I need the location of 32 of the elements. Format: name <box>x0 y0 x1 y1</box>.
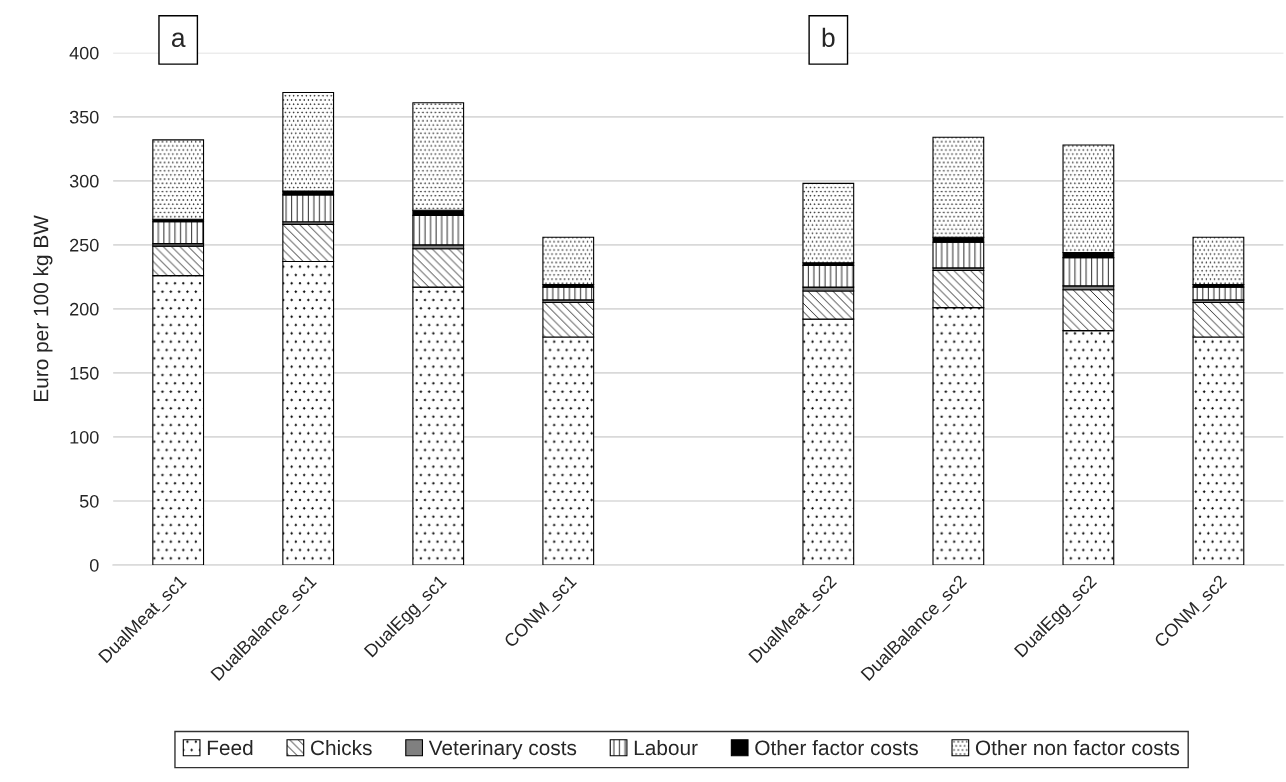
y-tick-label: 250 <box>70 238 99 252</box>
y-tick-label: 150 <box>70 366 99 380</box>
bar <box>282 194 335 223</box>
bar <box>802 182 855 264</box>
bar <box>1062 144 1115 254</box>
text: a <box>171 32 186 48</box>
bar <box>1192 286 1245 301</box>
y-axis-title: Euro per 100 kg BW <box>33 215 53 401</box>
bar <box>282 91 335 192</box>
y-tick-label: 0 <box>89 558 99 572</box>
y-tick-label: 350 <box>69 110 99 124</box>
bar <box>152 139 205 220</box>
bar <box>932 241 985 269</box>
y-tick-label: 50 <box>79 494 99 508</box>
bar <box>412 214 465 246</box>
bar <box>1062 257 1115 287</box>
legend-label: Feed <box>207 739 253 756</box>
bar <box>802 264 855 288</box>
bar <box>542 286 595 301</box>
legend-label: Chicks <box>311 739 372 756</box>
legend-label: Other non factor costs <box>975 739 1180 756</box>
text: b <box>822 27 835 48</box>
y-tick-label: 200 <box>70 302 99 316</box>
y-tick-label: 300 <box>69 174 99 188</box>
legend-label: Other factor costs <box>755 739 918 756</box>
legend-label: Veterinary costs <box>428 739 577 760</box>
legend-label: Labour <box>634 739 698 756</box>
bar <box>152 221 205 245</box>
y-tick-label: 100 <box>70 430 99 444</box>
bar <box>542 236 595 286</box>
bar <box>1192 236 1245 286</box>
y-tick-label: 400 <box>69 46 99 60</box>
